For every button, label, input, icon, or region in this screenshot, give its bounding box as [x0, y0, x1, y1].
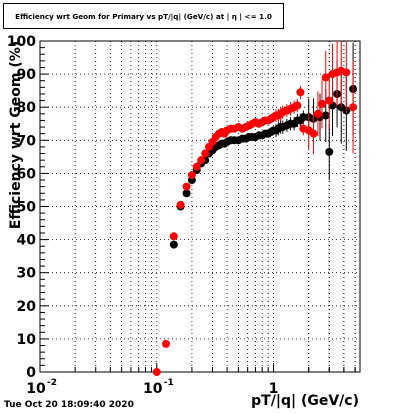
y-tick-label: 50: [17, 200, 37, 216]
data-point: [296, 88, 305, 97]
x-tick-exponent: -2: [47, 378, 57, 388]
y-axis-label: Efficiency wrt Geom (%): [8, 41, 24, 229]
chart-title-box: Efficiency wrt Geom for Primary vs pT/|q…: [3, 3, 284, 29]
y-tick-label: 100: [7, 34, 36, 50]
data-point: [169, 240, 178, 249]
data-point: [187, 171, 196, 180]
data-point: [342, 68, 351, 77]
y-tick-label: 0: [26, 365, 36, 381]
axis-ticks: [39, 40, 356, 373]
data-point: [176, 200, 185, 209]
timestamp: Tue Oct 20 18:09:40 2020: [4, 400, 134, 410]
x-tick-label: 10: [26, 381, 46, 397]
data-point: [182, 182, 191, 191]
x-tick-label: 10: [143, 381, 163, 397]
data-point: [325, 96, 334, 105]
data-point: [321, 73, 330, 82]
y-tick-label: 40: [17, 233, 37, 249]
data-point: [321, 111, 330, 120]
data-point: [201, 149, 210, 158]
y-tick-label: 30: [17, 266, 37, 282]
y-tick-labels: 0 10 20 30 40 50 60 70 80 90 100: [7, 34, 36, 381]
data-point: [192, 162, 201, 171]
y-tick-label: 80: [17, 100, 37, 116]
x-tick-label: 1: [269, 381, 279, 397]
data-point: [318, 99, 327, 108]
data-point: [325, 147, 334, 156]
y-tick-label: 90: [17, 67, 37, 83]
y-tick-label: 70: [17, 133, 37, 149]
data-point: [169, 232, 178, 241]
y-tick-label: 60: [17, 166, 37, 182]
y-tick-label: 20: [17, 299, 37, 315]
data-point: [309, 129, 318, 138]
data-point: [182, 189, 191, 198]
y-tick-label: 10: [17, 332, 37, 348]
data-point: [152, 368, 161, 376]
x-axis-label: pT/|q| (GeV/c): [251, 393, 359, 409]
x-tick-labels: 10 -2 10 -1 1: [26, 378, 278, 397]
data-point: [313, 109, 322, 118]
x-tick-exponent: -1: [164, 378, 174, 388]
chart-title: Efficiency wrt Geom for Primary vs pT/|q…: [15, 11, 272, 21]
grid-lines: [40, 41, 360, 372]
data-point: [162, 339, 171, 348]
series-1: [152, 41, 358, 376]
data-point: [349, 103, 358, 112]
data-point: [197, 156, 206, 165]
data-point: [293, 101, 302, 110]
data-series: [152, 41, 358, 376]
